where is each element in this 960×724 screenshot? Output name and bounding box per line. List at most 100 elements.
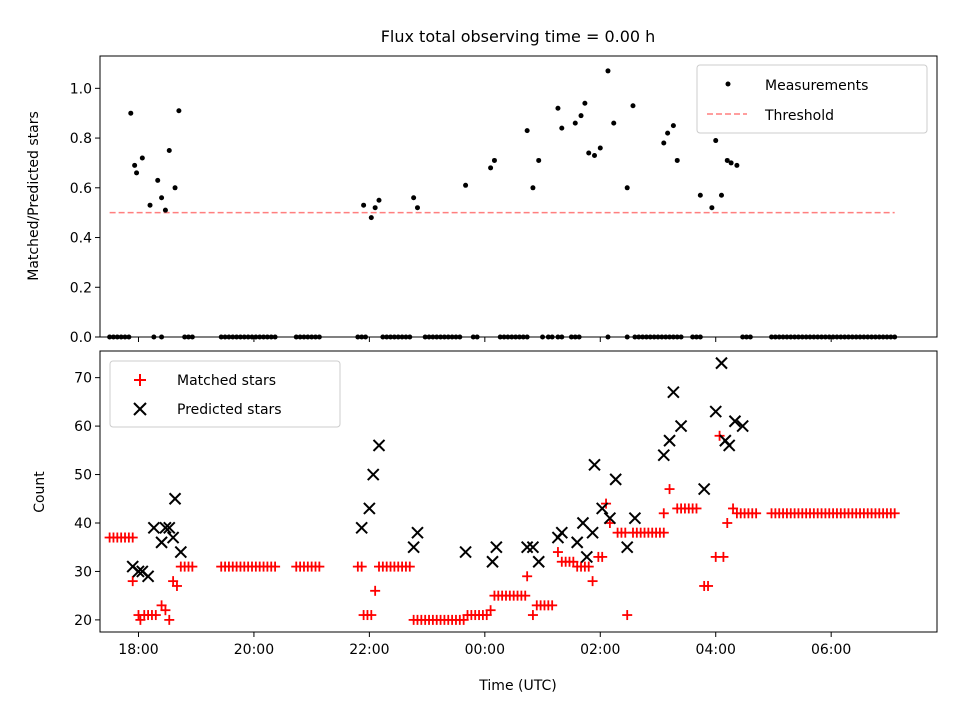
measurement-point bbox=[597, 145, 603, 151]
bottom-y-tick-label: 20 bbox=[74, 613, 92, 629]
matched-points bbox=[104, 430, 900, 625]
predicted-star-point bbox=[667, 385, 680, 399]
matched-star-point bbox=[658, 527, 669, 538]
measurement-point bbox=[372, 205, 378, 211]
matched-star-point bbox=[127, 532, 138, 543]
top-y-tick-label: 0.2 bbox=[70, 280, 92, 296]
predicted-points bbox=[126, 356, 749, 583]
matched-star-point bbox=[622, 610, 633, 621]
predicted-star-point bbox=[407, 541, 420, 554]
matched-star-point bbox=[171, 580, 182, 591]
predicted-star-point bbox=[586, 526, 599, 539]
measurement-point bbox=[463, 182, 469, 188]
measurement-points bbox=[107, 68, 898, 340]
predicted-star-point bbox=[595, 502, 609, 515]
measurement-point bbox=[661, 140, 667, 146]
measurement-point bbox=[166, 147, 172, 153]
matched-star-point bbox=[691, 503, 702, 514]
measurement-point bbox=[411, 195, 417, 201]
predicted-star-point bbox=[663, 434, 676, 447]
bottom-x-tick-label: 20:00 bbox=[234, 642, 274, 658]
predicted-star-point bbox=[355, 521, 368, 535]
predicted-star-point bbox=[147, 521, 161, 535]
matched-star-point bbox=[270, 561, 281, 572]
matched-star-point bbox=[527, 610, 538, 621]
matched-star-point bbox=[150, 610, 161, 621]
predicted-star-point bbox=[736, 419, 749, 433]
bottom-x-tick-label: 22:00 bbox=[349, 642, 389, 658]
measurement-point bbox=[536, 157, 542, 163]
measurement-point bbox=[368, 215, 374, 221]
matched-star-point bbox=[587, 576, 598, 587]
measurement-point bbox=[488, 165, 494, 171]
predicted-star-point bbox=[174, 545, 188, 559]
measurement-point bbox=[134, 170, 140, 176]
predicted-star-point bbox=[486, 555, 499, 568]
matched-star-point bbox=[164, 614, 175, 625]
predicted-star-point bbox=[580, 550, 594, 564]
measurement-point bbox=[592, 152, 598, 158]
matched-star-point bbox=[160, 605, 171, 616]
predicted-star-point bbox=[609, 473, 622, 486]
measurement-point bbox=[555, 105, 561, 111]
legend-predicted-marker bbox=[133, 402, 147, 416]
matched-star-point bbox=[751, 508, 762, 519]
predicted-star-point bbox=[588, 458, 601, 472]
bottom-y-tick-label: 30 bbox=[74, 564, 92, 580]
matched-star-point bbox=[522, 571, 533, 582]
bottom-y-tick-label: 50 bbox=[74, 468, 92, 484]
legend-matched-marker bbox=[134, 374, 146, 386]
chart-title: Flux total observing time = 0.00 h bbox=[381, 27, 656, 46]
predicted-star-point bbox=[709, 405, 722, 418]
measurement-point bbox=[728, 160, 734, 166]
bottom-x-tick-label: 04:00 bbox=[696, 642, 736, 658]
predicted-star-point bbox=[367, 468, 380, 481]
bottom-y-tick-label: 70 bbox=[74, 371, 92, 387]
measurement-point bbox=[734, 162, 740, 168]
bottom-y-axis-label: Count bbox=[32, 471, 48, 513]
predicted-star-point bbox=[674, 419, 688, 433]
matched-star-point bbox=[127, 576, 138, 587]
top-y-ticks: 0.0 0.2 0.4 0.6 0.8 1.0 bbox=[70, 81, 100, 346]
predicted-star-point bbox=[168, 492, 182, 505]
matched-star-point bbox=[664, 484, 675, 495]
bottom-x-ticks: 18:00 20:00 22:00 00:00 02:00 04:00 06:00 bbox=[118, 632, 851, 658]
matched-star-point bbox=[718, 551, 729, 562]
bottom-x-tick-label: 02:00 bbox=[580, 642, 620, 658]
legend-matched-label: Matched stars bbox=[177, 373, 276, 389]
measurement-point bbox=[605, 68, 611, 74]
matched-star-point bbox=[314, 561, 325, 572]
matched-star-point bbox=[404, 561, 415, 572]
bottom-x-tick-label: 18:00 bbox=[118, 642, 158, 658]
predicted-star-point bbox=[657, 448, 670, 462]
predicted-star-point bbox=[603, 511, 617, 525]
bottom-x-tick-label: 06:00 bbox=[811, 642, 851, 658]
legend-measurements-label: Measurements bbox=[765, 78, 868, 94]
bottom-y-tick-label: 40 bbox=[74, 516, 92, 532]
measurement-point bbox=[697, 192, 703, 198]
predicted-star-point bbox=[728, 415, 742, 428]
measurement-point bbox=[713, 138, 719, 144]
matched-star-point bbox=[889, 508, 900, 519]
measurement-point bbox=[361, 202, 367, 208]
bottom-y-tick-label: 60 bbox=[74, 419, 92, 435]
measurement-point bbox=[624, 185, 630, 191]
measurement-point bbox=[159, 195, 165, 201]
predicted-star-point bbox=[526, 541, 540, 554]
matched-star-point bbox=[658, 508, 669, 519]
predicted-star-point bbox=[576, 516, 590, 530]
measurement-point bbox=[376, 197, 382, 203]
matched-star-point bbox=[547, 600, 558, 611]
measurement-point bbox=[524, 128, 530, 134]
measurement-point bbox=[155, 177, 161, 183]
top-y-tick-label: 0.4 bbox=[70, 231, 92, 247]
matched-star-point bbox=[583, 561, 594, 572]
predicted-star-point bbox=[520, 541, 534, 554]
matched-star-point bbox=[366, 610, 377, 621]
predicted-star-point bbox=[372, 439, 386, 452]
predicted-star-point bbox=[722, 439, 736, 452]
bottom-plot-frame bbox=[99, 350, 938, 633]
measurement-point bbox=[578, 113, 584, 119]
predicted-star-point bbox=[715, 356, 728, 370]
